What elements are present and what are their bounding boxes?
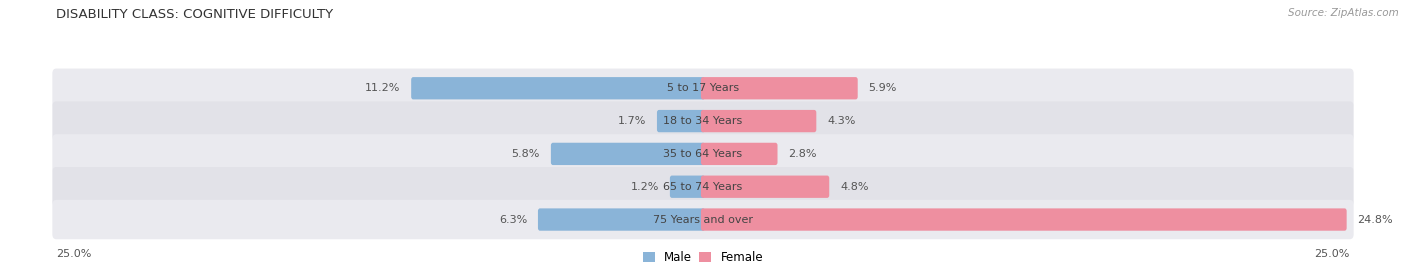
FancyBboxPatch shape	[702, 77, 858, 99]
Legend: Male, Female: Male, Female	[643, 251, 763, 264]
Text: DISABILITY CLASS: COGNITIVE DIFFICULTY: DISABILITY CLASS: COGNITIVE DIFFICULTY	[56, 8, 333, 21]
FancyBboxPatch shape	[538, 208, 704, 231]
Text: 35 to 64 Years: 35 to 64 Years	[664, 149, 742, 159]
FancyBboxPatch shape	[669, 176, 704, 198]
Text: 25.0%: 25.0%	[1315, 249, 1350, 259]
Text: 4.3%: 4.3%	[827, 116, 856, 126]
Text: 4.8%: 4.8%	[841, 182, 869, 192]
FancyBboxPatch shape	[52, 69, 1354, 108]
FancyBboxPatch shape	[702, 110, 817, 132]
Text: 1.2%: 1.2%	[631, 182, 659, 192]
FancyBboxPatch shape	[551, 143, 704, 165]
Text: Source: ZipAtlas.com: Source: ZipAtlas.com	[1288, 8, 1399, 18]
Text: 1.7%: 1.7%	[617, 116, 647, 126]
FancyBboxPatch shape	[52, 167, 1354, 207]
FancyBboxPatch shape	[52, 101, 1354, 141]
Text: 24.8%: 24.8%	[1358, 215, 1393, 225]
Text: 25.0%: 25.0%	[56, 249, 91, 259]
FancyBboxPatch shape	[411, 77, 704, 99]
Text: 5.9%: 5.9%	[869, 83, 897, 93]
Text: 6.3%: 6.3%	[499, 215, 527, 225]
Text: 65 to 74 Years: 65 to 74 Years	[664, 182, 742, 192]
FancyBboxPatch shape	[702, 208, 1347, 231]
FancyBboxPatch shape	[52, 200, 1354, 239]
Text: 11.2%: 11.2%	[366, 83, 401, 93]
Text: 75 Years and over: 75 Years and over	[652, 215, 754, 225]
FancyBboxPatch shape	[52, 134, 1354, 174]
Text: 5 to 17 Years: 5 to 17 Years	[666, 83, 740, 93]
Text: 2.8%: 2.8%	[789, 149, 817, 159]
FancyBboxPatch shape	[657, 110, 704, 132]
Text: 18 to 34 Years: 18 to 34 Years	[664, 116, 742, 126]
FancyBboxPatch shape	[702, 176, 830, 198]
FancyBboxPatch shape	[702, 143, 778, 165]
Text: 5.8%: 5.8%	[512, 149, 540, 159]
